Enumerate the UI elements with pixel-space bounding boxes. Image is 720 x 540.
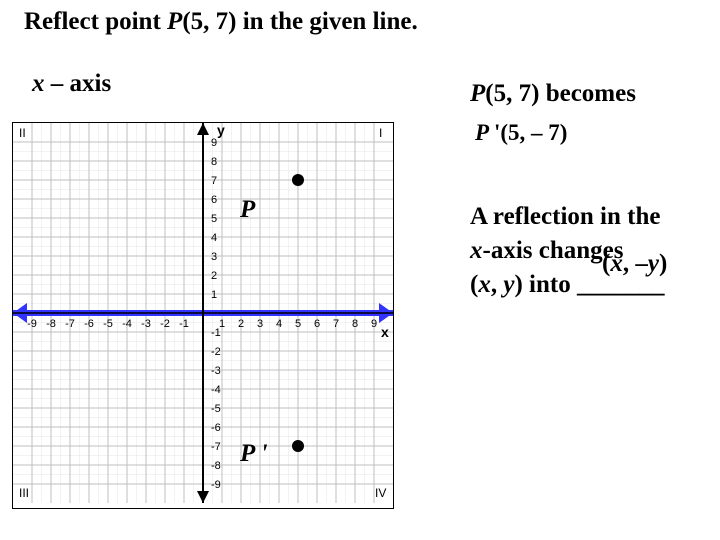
svg-text:-9: -9 [211,479,221,491]
svg-text:6: 6 [211,194,217,206]
svg-text:-7: -7 [211,441,221,453]
svg-text:4: 4 [211,232,217,244]
title-prefix: Reflect point [24,8,167,35]
becomes-line: P(5, 7) becomes [470,80,636,108]
svg-text:-8: -8 [211,460,221,472]
svg-text:x: x [381,324,389,340]
svg-text:9: 9 [371,318,377,330]
svg-text:-5: -5 [103,318,113,330]
svg-text:-9: -9 [27,318,37,330]
svg-text:2: 2 [238,318,244,330]
svg-text:-7: -7 [65,318,75,330]
rule-axis: x [470,237,483,264]
svg-text:3: 3 [257,318,263,330]
becomes-coords: (5, 7) [485,80,539,107]
svg-text:1: 1 [211,289,217,301]
svg-text:-4: -4 [211,384,221,396]
svg-text:7: 7 [333,318,339,330]
svg-text:6: 6 [314,318,320,330]
graph-svg: -9-8-7-6-5-4-3-2-1123456789-9-8-7-6-5-4-… [13,123,393,503]
svg-text:3: 3 [211,251,217,263]
svg-text:IV: IV [375,486,386,500]
svg-text:-3: -3 [141,318,151,330]
svg-text:-3: -3 [211,365,221,377]
svg-text:4: 4 [276,318,282,330]
result-line: P '(5, – 7) [475,120,567,146]
svg-text:-4: -4 [122,318,132,330]
title-point-name: P [167,8,182,35]
page-title: Reflect point P(5, 7) in the given line. [24,8,418,36]
svg-text:7: 7 [211,175,217,187]
axis-subtitle: x – axis [32,70,111,98]
title-suffix: in the given line. [236,8,417,35]
svg-text:9: 9 [211,137,217,149]
svg-text:I: I [379,126,382,140]
rule-pair: (x, y) [470,271,523,298]
svg-text:8: 8 [352,318,358,330]
title-coords: (5, 7) [182,8,236,35]
result-coords: (5, – 7) [500,120,567,145]
svg-text:-6: -6 [211,422,221,434]
svg-text:-2: -2 [211,346,221,358]
svg-text:5: 5 [295,318,301,330]
result-point: P [475,120,494,145]
svg-text:y: y [217,123,225,138]
svg-text:-5: -5 [211,403,221,415]
svg-text:III: III [19,486,29,500]
point-pprime-label: P ' [240,440,268,468]
becomes-suffix: becomes [539,80,636,107]
svg-text:2: 2 [211,270,217,282]
svg-text:II: II [19,126,26,140]
svg-text:8: 8 [211,156,217,168]
coordinate-graph: -9-8-7-6-5-4-3-2-1123456789-9-8-7-6-5-4-… [12,122,394,509]
becomes-point: P [470,80,485,107]
svg-text:5: 5 [211,213,217,225]
svg-text:-2: -2 [160,318,170,330]
subtitle-text: – axis [45,70,112,97]
svg-text:-1: -1 [179,318,189,330]
svg-text:-1: -1 [211,327,221,339]
subtitle-var: x [32,70,45,97]
svg-text:-8: -8 [46,318,56,330]
rule-l1: A reflection in the [470,203,660,230]
rule-answer: (x, –y) [602,250,667,278]
point-p-label: P [240,196,255,224]
svg-text:-6: -6 [84,318,94,330]
